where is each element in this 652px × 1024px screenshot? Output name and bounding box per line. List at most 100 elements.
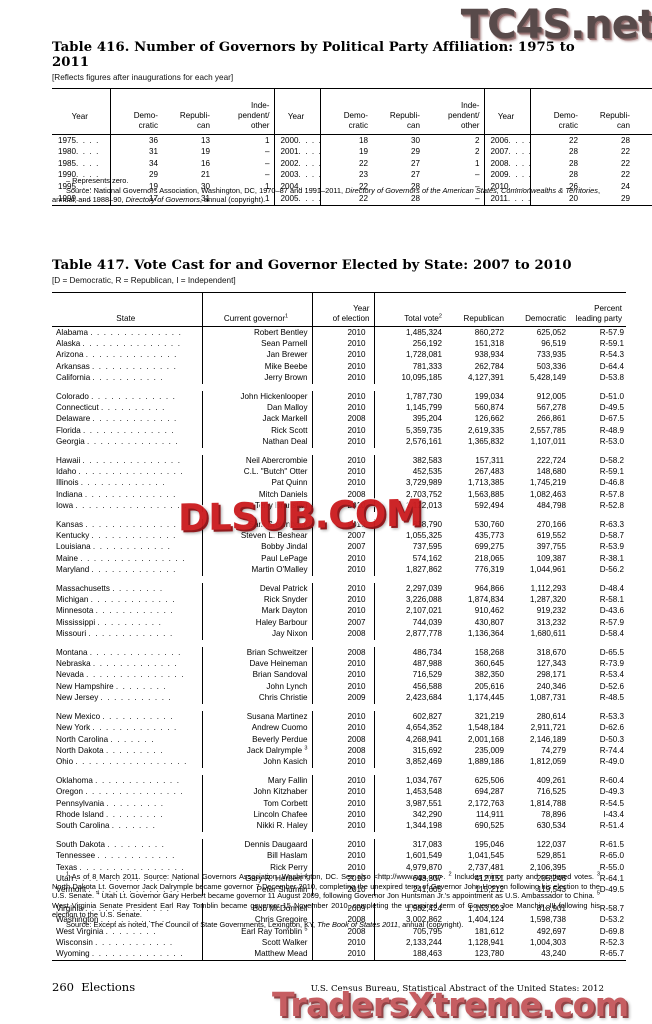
cell-current-governor: Dave Heineman <box>201 658 312 670</box>
cell-year-of-election: 2010 <box>311 500 374 513</box>
cell-total-vote: 395,204 <box>373 413 446 426</box>
cell-democratic-vote: 625,052 <box>536 327 566 337</box>
th-percent-leading-party: Percent leading party <box>570 292 626 327</box>
th-ind-line1: Inde- <box>251 101 270 110</box>
cell-year-of-election: 2007 <box>311 530 374 542</box>
cell-year: 1999. . . . <box>58 193 100 203</box>
cell-independent: 1 <box>264 193 270 203</box>
th-democratic: Democratic <box>508 292 570 327</box>
cell-percent-leading-party: R-38.1 <box>599 553 624 563</box>
cell-total-vote: 3,226,088 <box>373 594 446 606</box>
cell-total-vote: 1,601,549 <box>373 850 446 863</box>
cell-total-vote: 1,827,862 <box>373 564 446 577</box>
cell-democratic-vote: 1,004,303 <box>529 938 566 947</box>
cell-total-vote: 188,463 <box>373 948 446 961</box>
cell-democratic-vote: 503,336 <box>536 361 566 371</box>
cell-independent: 1 <box>474 158 480 168</box>
table-row: Michigan . . . . . . . . . . . . . Rick … <box>52 594 626 606</box>
cell-current-governor: Paul LePage <box>201 553 312 565</box>
cell-total-vote: 487,988 <box>373 658 446 670</box>
cell-republican-vote: 1,889,186 <box>467 757 504 767</box>
cell-democratic-vote: 2,557,785 <box>529 425 566 435</box>
cell-total-vote: 574,162 <box>373 553 446 565</box>
cell-democratic-vote: 78,896 <box>541 809 566 819</box>
fn-marker-4: 4 <box>96 890 100 897</box>
cell-percent-leading-party: R-58.7 <box>599 903 624 913</box>
cell-independent: 2 <box>474 135 480 145</box>
table-row: Indiana . . . . . . . . . . . . . . Mitc… <box>52 489 626 501</box>
cell-total-vote: 838,790 <box>373 519 446 531</box>
note-dash-416: – Represents zero. <box>66 176 129 185</box>
cell-democratic-vote: 313,232 <box>536 617 566 627</box>
cell-year-of-election: 2010 <box>311 809 374 821</box>
cell-percent-leading-party: R-54.5 <box>599 798 624 808</box>
cell-republican-vote: 1,713,385 <box>467 478 504 488</box>
th-independent-1: Inde-pendent/other <box>214 88 274 135</box>
cell-state: Massachusetts . . . . . . . . <box>56 583 164 593</box>
cell-state: Nebraska . . . . . . . . . . . . . <box>56 659 178 669</box>
cell-republican-vote: 964,866 <box>474 583 504 593</box>
cell-year: 1995. . . . <box>58 181 100 191</box>
cell-democratic: 23 <box>319 169 372 182</box>
cell-percent-leading-party: D-52.6 <box>599 681 624 691</box>
table-row: Florida . . . . . . . . . . . . . . Rick… <box>52 425 626 437</box>
cell-republican-vote: 625,506 <box>474 775 504 785</box>
cell-total-vote: 2,423,684 <box>373 692 446 705</box>
cell-republican-vote: 1,136,364 <box>467 629 504 639</box>
cell-republican-vote: 218,065 <box>474 553 504 563</box>
cell-percent-leading-party: D-46.8 <box>599 478 624 488</box>
cell-year: 1985. . . . <box>58 158 100 168</box>
cell-percent-leading-party: D-56.2 <box>599 565 624 575</box>
cell-percent-leading-party: D-58.7 <box>599 531 624 540</box>
cell-year: 2008. . . . <box>483 158 531 170</box>
th-total-vote-label: Total vote <box>404 313 439 323</box>
cell-year-of-election: 2008 <box>311 413 374 426</box>
cell-state: New Jersey . . . . . . . . . . . <box>56 693 172 703</box>
cell-year-of-election: 2010 <box>311 711 374 723</box>
cell-year-of-election: 2010 <box>311 594 374 606</box>
cell-year-of-election: 2010 <box>311 839 374 851</box>
cell-total-vote: 342,290 <box>373 809 446 821</box>
table-row: Arkansas . . . . . . . . . . . . . Mike … <box>52 361 626 373</box>
cell-year: 2000. . . . <box>273 134 321 147</box>
cell-year: 2005. . . . <box>273 192 321 206</box>
th-independent-2: Inde-pendent/other <box>424 88 484 135</box>
th-rep2-line1: Republi- <box>389 111 420 120</box>
cell-year-of-election: 2010 <box>311 798 374 810</box>
cell-percent-leading-party: R-54.3 <box>599 350 624 360</box>
cell-current-governor: Bobby Jindal <box>201 541 312 554</box>
cell-republican-vote: 158,268 <box>474 647 504 657</box>
cell-year-of-election: 2009 <box>311 692 374 705</box>
cell-state: South Dakota . . . . . . . . . <box>56 839 166 849</box>
cell-current-governor: Mitch Daniels <box>201 489 312 501</box>
table-row: Minnesota . . . . . . . . . . . . Mark D… <box>52 605 626 618</box>
th-republican: Republican <box>446 292 508 327</box>
cell-republican-vote: 195,046 <box>474 839 504 849</box>
cell-current-governor: Jerry Brown <box>201 372 312 385</box>
th-governor-label: Current governor <box>223 313 286 323</box>
th-rep2-line2: can <box>406 121 420 130</box>
cell-republican: 16 <box>200 158 210 168</box>
table-row: Wyoming . . . . . . . . . . . . . . Matt… <box>52 948 626 961</box>
cell-state: Maine . . . . . . . . . . . . . . . . <box>56 553 186 563</box>
cell-total-vote: 456,588 <box>373 681 446 693</box>
cell-republican-vote: 530,760 <box>474 519 504 529</box>
cell-year-of-election: 2010 <box>311 850 374 863</box>
cell-percent-leading-party: D-64.4 <box>599 361 624 371</box>
cell-percent-leading-party: D-49.5 <box>599 885 624 895</box>
th-dem2-line2: cratic <box>348 121 368 130</box>
cell-total-vote: 452,535 <box>373 466 446 478</box>
table-row: West Virginia . . . . . . . . Earl Ray T… <box>52 926 626 938</box>
cell-year: 2011. . . . <box>483 192 530 206</box>
cell-year: 2009. . . . <box>483 169 531 182</box>
cell-republican-vote: 2,737,481 <box>467 862 504 872</box>
cell-independent: – <box>264 170 270 180</box>
cell-democratic: 28 <box>529 158 582 170</box>
table-row: Wisconsin . . . . . . . . . . . . Scott … <box>52 937 626 949</box>
cell-democratic-vote: 280,614 <box>536 711 566 721</box>
cell-state: Georgia . . . . . . . . . . . . . . <box>56 437 179 447</box>
cell-republican-vote: 694,287 <box>474 787 504 797</box>
cell-state: West Virginia . . . . . . . . <box>56 926 157 936</box>
cell-current-governor: John Kasich <box>201 756 312 769</box>
cell-state: Missouri . . . . . . . . . . . . . <box>56 629 174 639</box>
